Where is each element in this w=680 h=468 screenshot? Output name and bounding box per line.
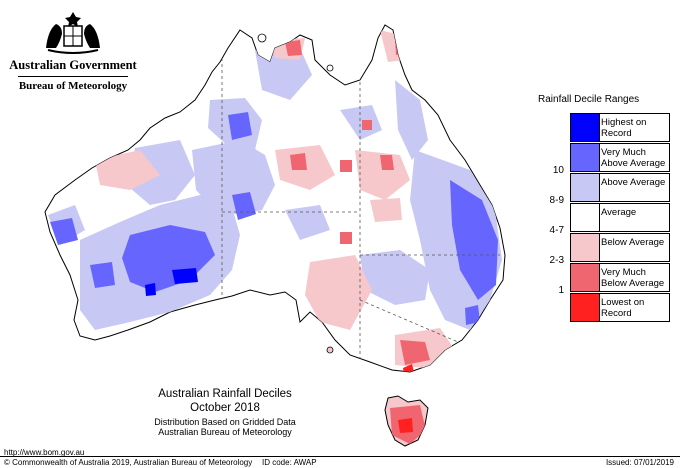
legend-label: Very Much Above Average [601, 147, 666, 169]
legend-label: Very Much Below Average [601, 267, 665, 289]
region-lowest-record-tas [398, 418, 413, 433]
legend-swatch [570, 113, 600, 142]
agency-name: Bureau of Meteorology [18, 80, 128, 92]
legend-swatch [570, 143, 600, 172]
region-below-sa [305, 255, 372, 330]
region-highest-record-wa [172, 268, 198, 284]
island-tiwi [257, 33, 267, 43]
legend-label-box: Lowest on Record [570, 293, 670, 322]
region-vmuch-above-qld [450, 180, 498, 300]
legend-title: Rainfall Decile Ranges [538, 94, 640, 105]
legend-label-box: Highest on Record [570, 113, 670, 142]
website-link[interactable]: http://www.bom.gov.au [4, 448, 85, 457]
legend-item: 10 Very Much Above Average [532, 143, 672, 176]
region-above-sa [285, 205, 330, 240]
copyright-text: © Commonwealth of Australia 2019, Austra… [4, 458, 253, 467]
legend-label: Below Average [601, 237, 665, 248]
legend-item: Lowest on Record [532, 293, 672, 323]
legend-rows: Highest on Record 10 Very Much Above Avera… [532, 113, 672, 323]
legend-label: Lowest on Record [601, 297, 645, 319]
government-logo: Australian Government Bureau of Meteorol… [8, 8, 138, 92]
legend-range: 1 [558, 285, 564, 296]
legend-range: 10 [552, 165, 564, 176]
region-vmuch-below-qld-2 [362, 120, 372, 130]
footer: © Commonwealth of Australia 2019, Austra… [0, 456, 680, 468]
region-vmuch-below-top-end [285, 40, 302, 56]
region-vmuch-below-nt-2 [340, 160, 352, 172]
region-highest-record-wa-2 [145, 283, 156, 296]
legend-item: 2-3 Below Average [532, 233, 672, 266]
region-vmuch-below-qld [380, 155, 394, 170]
region-vmuch-above-nsw-coast [465, 305, 480, 325]
legend-label-box: Very Much Above Average [570, 143, 670, 172]
map-title: Australian Rainfall Deciles [158, 388, 292, 400]
island-groote [326, 64, 334, 72]
region-vmuch-above-wa-mid [90, 262, 115, 288]
legend-range: 8-9 [549, 195, 564, 206]
region-below-wa-north [95, 150, 160, 190]
rainfall-decile-map [44, 24, 506, 447]
region-above-cape [340, 105, 382, 140]
legend-swatch [570, 233, 600, 262]
legend-swatch [570, 293, 600, 322]
legend-label-box: Above Average [570, 173, 670, 202]
legend-swatch [570, 263, 600, 292]
region-vmuch-below-cape [395, 40, 405, 55]
region-vmuch-below-vic [400, 340, 430, 365]
region-above-wa-north [130, 140, 195, 205]
legend-label-box: Average [570, 203, 670, 232]
map-period: October 2018 [190, 402, 260, 414]
legend-swatch [570, 173, 600, 202]
region-below-central-qld [370, 198, 402, 222]
org-name: Australian Government [9, 58, 137, 72]
legend-label: Average [601, 207, 637, 218]
id-code: ID code: AWAP [262, 458, 317, 467]
legend-label-box: Below Average [570, 233, 670, 262]
coat-of-arms-icon [46, 12, 100, 54]
map-subtitle: Distribution Based on Gridded Data [154, 417, 296, 427]
decile-regions [48, 30, 502, 372]
legend-label-box: Very Much Below Average [570, 263, 670, 292]
legend: Rainfall Decile Ranges Highest on Record… [532, 94, 672, 323]
region-vmuch-below-nt [290, 153, 307, 170]
logo-divider [18, 76, 128, 77]
map-source: Australian Bureau of Meteorology [158, 427, 292, 437]
region-vmuch-below-sa [340, 232, 352, 244]
border-nsw-vic [359, 299, 466, 346]
issued-date: Issued: 07/01/2019 [605, 458, 674, 467]
region-above-qld-north [395, 80, 428, 160]
legend-label: Highest on Record [601, 117, 647, 139]
legend-range: 4-7 [549, 225, 564, 236]
region-above-central [192, 140, 275, 215]
region-vmuch-above-wa-west [50, 218, 78, 245]
legend-swatch [570, 203, 600, 232]
region-above-nsw [360, 250, 430, 305]
region-lowest-record-vic [403, 364, 416, 372]
region-vmuch-above-kimberley [228, 112, 252, 140]
legend-item: 1 Very Much Below Average [532, 263, 672, 296]
legend-item: 4-7 Average [532, 203, 672, 236]
legend-item: 8-9 Above Average [532, 173, 672, 206]
region-vmuch-above-central [232, 192, 256, 220]
map-title-block: Australian Rainfall Deciles October 2018… [140, 388, 310, 437]
island-kangaroo [326, 346, 334, 354]
legend-item: Highest on Record [532, 113, 672, 143]
legend-range: 2-3 [549, 255, 564, 266]
legend-label: Above Average [601, 177, 666, 188]
region-below-qld-inland [355, 150, 410, 200]
